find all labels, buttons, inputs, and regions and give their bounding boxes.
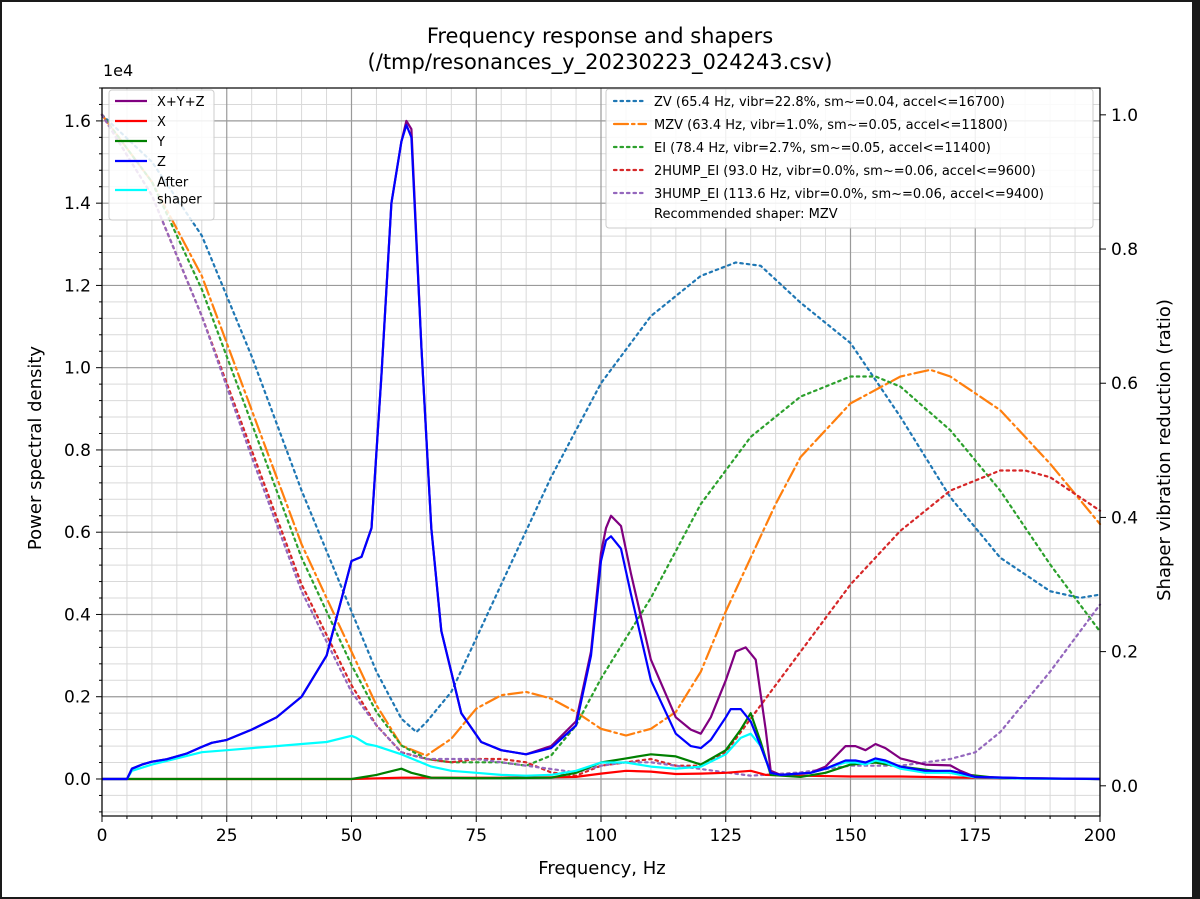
chart-subtitle: (/tmp/resonances_y_20230223_024243.csv) <box>368 50 833 75</box>
legend-psd-label: Y <box>156 135 165 150</box>
x-tick-label: 125 <box>710 826 742 846</box>
legend-psd-box <box>108 89 215 221</box>
tick-labels: 0 25 50 75 100 125 150 175 200 0.0 0.2 0.4 0.6 0.8 1.0… <box>64 106 1138 846</box>
y-axis-label: Power spectral density <box>25 346 46 550</box>
y-tick-label: 0.0 <box>64 770 91 790</box>
y2-tick-label: 0.0 <box>1111 777 1138 797</box>
y2-tick-label: 0.8 <box>1111 240 1138 260</box>
plot-area-border <box>101 87 1101 817</box>
y-tick-label: 1.4 <box>64 194 91 214</box>
y-tick-label: 0.2 <box>64 688 91 708</box>
chart-title: Frequency response and shapers <box>427 24 773 48</box>
legend-psd: X+Y+Z XYZ After shaper <box>108 89 215 221</box>
x-tick-label: 0 <box>97 826 108 846</box>
legend-psd-label: After <box>157 176 189 191</box>
x-tick-label: 25 <box>216 826 238 846</box>
recommended-shaper-text: Recommended shaper: MZV <box>654 207 838 222</box>
legend-shaper-label: 3HUMP_EI (113.6 Hz, vibr=0.0%, sm~=0.06,… <box>654 187 1044 202</box>
legend-shaper-label: EI (78.4 Hz, vibr=2.7%, sm~=0.05, accel<… <box>654 141 991 156</box>
y2-axis-label: Shaper vibration reduction (ratio) <box>1154 299 1175 601</box>
x-tick-label: 50 <box>341 826 363 846</box>
y2-tick-label: 0.2 <box>1111 643 1138 663</box>
y-offset-label: 1e4 <box>103 61 133 80</box>
shaper-curves <box>100 113 1102 777</box>
frame-left-border <box>0 0 2 899</box>
y-tick-label: 0.4 <box>64 605 91 625</box>
frame-bottom-border <box>0 897 1200 899</box>
frame-top-border <box>0 0 1200 2</box>
y-tick-label: 1.6 <box>64 112 91 132</box>
shaper-line <box>100 113 1102 757</box>
y-tick-label: 1.2 <box>64 276 91 296</box>
shaper-line <box>100 113 1102 777</box>
x-tick-label: 150 <box>834 826 866 846</box>
legend-psd-label: X+Y+Z <box>157 95 205 110</box>
legend-shaper-label: 2HUMP_EI (93.0 Hz, vibr=0.0%, sm~=0.06, … <box>654 164 1036 179</box>
y2-tick-label: 1.0 <box>1111 106 1138 126</box>
frame-right-border <box>1192 0 1200 899</box>
shaper-line <box>100 113 1102 734</box>
y-tick-label: 1.0 <box>64 359 91 379</box>
legend-shapers-box <box>605 88 1094 229</box>
psd-line <box>102 732 1101 781</box>
y-tick-label: 0.6 <box>64 523 91 543</box>
x-tick-label: 200 <box>1084 826 1116 846</box>
y2-tick-label: 0.6 <box>1111 374 1138 394</box>
legend-psd-label: X <box>157 115 166 130</box>
legend-psd-label: shaper <box>157 193 202 208</box>
legend-shaper-label: MZV (63.4 Hz, vibr=1.0%, sm~=0.05, accel… <box>654 118 1008 133</box>
legend-psd-label: Z <box>157 155 166 170</box>
psd-line <box>102 123 1101 781</box>
psd-curves <box>102 119 1101 781</box>
x-tick-label: 75 <box>465 826 487 846</box>
x-tick-label: 175 <box>959 826 991 846</box>
x-axis-label: Frequency, Hz <box>538 858 665 879</box>
y-tick-label: 0.8 <box>64 441 91 461</box>
legend-shaper-label: ZV (65.4 Hz, vibr=22.8%, sm~=0.04, accel… <box>654 95 1005 110</box>
shaper-line <box>100 113 1102 767</box>
y2-tick-label: 0.4 <box>1111 508 1138 528</box>
legend-shapers: ZV (65.4 Hz, vibr=22.8%, sm~=0.04, accel… <box>605 88 1094 229</box>
axes <box>96 87 1106 822</box>
shaper-line <box>100 113 1102 777</box>
x-tick-label: 100 <box>585 826 617 846</box>
